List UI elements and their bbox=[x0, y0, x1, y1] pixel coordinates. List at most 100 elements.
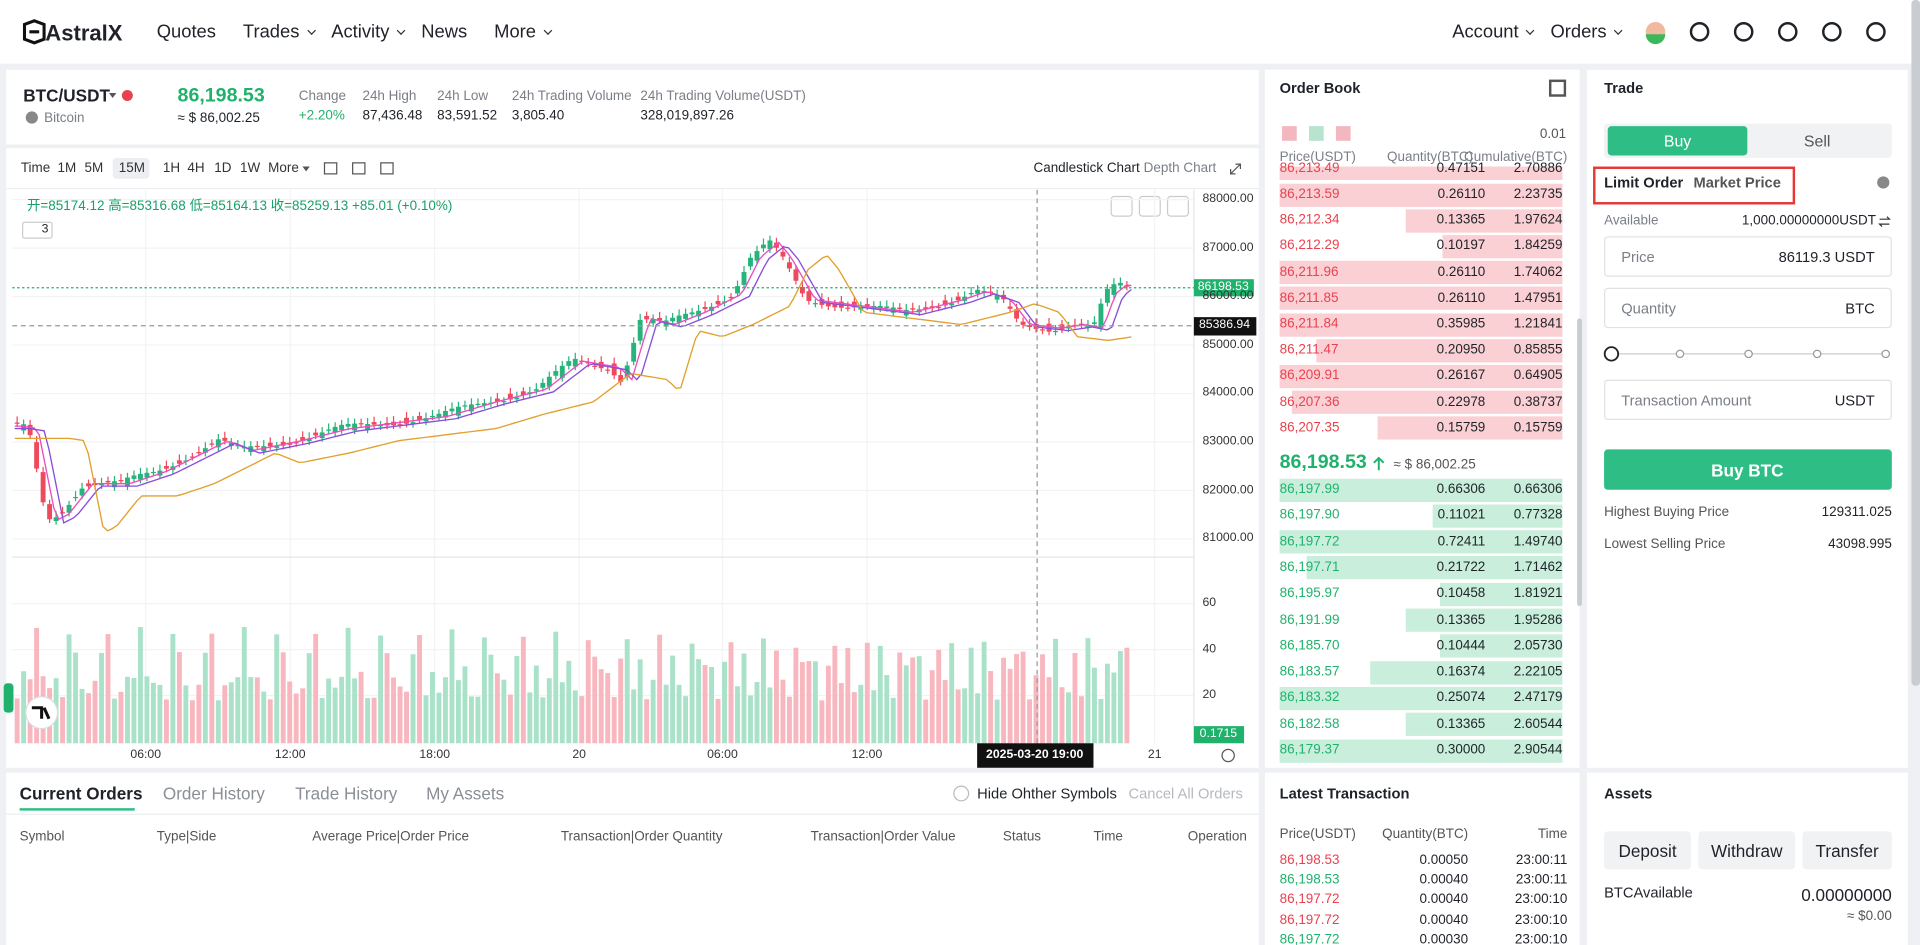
candle-body bbox=[994, 294, 1000, 300]
toggle[interactable]: Hide Ohther Symbols bbox=[977, 784, 1117, 803]
orders-panel bbox=[6, 772, 1259, 945]
volume-bar bbox=[157, 684, 163, 744]
buy-button[interactable] bbox=[1604, 449, 1892, 490]
volume-bar bbox=[456, 680, 461, 744]
view-tab[interactable]: Candlestick Chart bbox=[1033, 161, 1140, 176]
volume-bar bbox=[631, 689, 637, 744]
volume-bar bbox=[131, 677, 137, 744]
nav-item[interactable]: Quotes bbox=[156, 21, 216, 43]
asset-button[interactable] bbox=[1604, 831, 1692, 870]
tab[interactable]: My Assets bbox=[426, 783, 505, 804]
candle-body bbox=[27, 424, 33, 436]
candle-body bbox=[118, 480, 124, 482]
depth-bar bbox=[1279, 260, 1563, 285]
tab[interactable]: Trade History bbox=[295, 783, 398, 804]
info-icon bbox=[1877, 176, 1890, 189]
depth-bar bbox=[1316, 338, 1563, 363]
volume-bar bbox=[754, 682, 760, 744]
interval[interactable]: Time bbox=[20, 161, 51, 176]
volume-bar bbox=[806, 661, 812, 744]
label: 86,213.59 bbox=[1279, 186, 1340, 202]
side-tab[interactable]: Buy bbox=[1663, 131, 1692, 151]
button-label[interactable]: Transfer bbox=[1815, 840, 1879, 861]
nav-menu: Account Orders bbox=[1452, 21, 1638, 42]
nav-item[interactable]: Trades bbox=[242, 21, 300, 43]
volume-bar bbox=[877, 645, 883, 744]
book-mode-icon bbox=[1282, 126, 1297, 141]
label: BTC bbox=[1845, 299, 1875, 317]
label: 83,591.52 bbox=[437, 108, 498, 124]
nav-item[interactable]: News bbox=[421, 21, 468, 43]
volume-bar bbox=[397, 686, 403, 744]
nav-item[interactable]: Activity bbox=[331, 21, 390, 43]
button-label[interactable]: Deposit bbox=[1618, 840, 1677, 861]
button-label[interactable]: Withdraw bbox=[1711, 840, 1783, 861]
chart-button[interactable] bbox=[1110, 195, 1133, 217]
label: 86,185.70 bbox=[1279, 638, 1340, 654]
label: 0.13365 bbox=[1436, 612, 1486, 627]
nav-item[interactable]: Account bbox=[1452, 21, 1519, 43]
price-tick: 86000.00 bbox=[1202, 289, 1254, 303]
side-tab[interactable]: Sell bbox=[1803, 131, 1831, 151]
buy-tab[interactable] bbox=[1607, 126, 1748, 156]
asset-button[interactable] bbox=[1802, 831, 1892, 870]
volume-bar bbox=[910, 657, 916, 744]
depth-bar bbox=[1439, 582, 1563, 606]
label: Latest Transaction bbox=[1279, 784, 1410, 803]
label: 86,197.72 bbox=[1279, 912, 1340, 928]
input[interactable] bbox=[1604, 379, 1892, 421]
volume-bar bbox=[637, 659, 643, 744]
indicator-toggle[interactable] bbox=[22, 221, 53, 239]
volume-bar bbox=[417, 634, 422, 744]
volume-bar bbox=[313, 633, 319, 744]
input[interactable] bbox=[1604, 287, 1892, 329]
nav-item[interactable]: Orders bbox=[1550, 21, 1607, 43]
label: 85386.94 bbox=[1198, 318, 1251, 332]
interval[interactable]: 15M bbox=[118, 161, 145, 176]
volume-bar bbox=[566, 660, 572, 744]
chart-button[interactable] bbox=[1166, 195, 1189, 217]
input[interactable] bbox=[1604, 236, 1892, 277]
interval[interactable]: 5M bbox=[84, 161, 104, 176]
label: 86,212.29 bbox=[1279, 238, 1340, 254]
volume-bar bbox=[871, 690, 877, 744]
view-tab[interactable]: Depth Chart bbox=[1143, 161, 1217, 176]
book-mode-icon bbox=[1335, 126, 1351, 141]
button[interactable]: Cancel All Orders bbox=[1128, 784, 1243, 803]
nav-caret bbox=[396, 25, 406, 35]
volume-bar bbox=[1001, 657, 1007, 744]
volume-bar bbox=[618, 658, 624, 744]
interval[interactable]: 1W bbox=[240, 161, 261, 176]
time-tag bbox=[977, 743, 1094, 768]
candle-body bbox=[189, 456, 195, 458]
nav-caret bbox=[1613, 25, 1623, 35]
tab[interactable]: Current Orders bbox=[19, 783, 143, 804]
candle-body bbox=[404, 417, 409, 424]
interval[interactable]: 1M bbox=[57, 161, 77, 176]
volume-bar bbox=[748, 695, 753, 744]
candle-body bbox=[228, 442, 234, 447]
tab[interactable]: Order History bbox=[162, 783, 265, 804]
volume-bar bbox=[812, 661, 818, 744]
ma-line bbox=[14, 255, 1132, 532]
nav-item[interactable]: More bbox=[494, 21, 537, 43]
interval[interactable]: 1H bbox=[162, 161, 181, 176]
candle-body bbox=[53, 517, 59, 522]
label: 0.00040 bbox=[1419, 872, 1469, 888]
order-type[interactable]: Market Price bbox=[1693, 173, 1781, 192]
interval[interactable]: More bbox=[268, 161, 299, 176]
depth-bar bbox=[1307, 556, 1563, 580]
tv-logo-mark bbox=[31, 706, 51, 720]
expand-icon bbox=[1230, 163, 1242, 175]
volume-tick: 60 bbox=[1202, 596, 1217, 610]
candle-body bbox=[546, 376, 552, 387]
label: 129311.025 bbox=[1821, 505, 1892, 520]
button-label[interactable]: Buy BTC bbox=[1711, 460, 1784, 481]
volume-bar bbox=[404, 691, 409, 744]
interval[interactable]: 1D bbox=[214, 161, 232, 176]
asset-button[interactable] bbox=[1698, 831, 1796, 870]
order-type[interactable]: Limit Order bbox=[1604, 173, 1684, 192]
nav-icon bbox=[1866, 22, 1886, 42]
column-header: Operation bbox=[1187, 829, 1247, 845]
interval[interactable]: 4H bbox=[187, 161, 205, 176]
